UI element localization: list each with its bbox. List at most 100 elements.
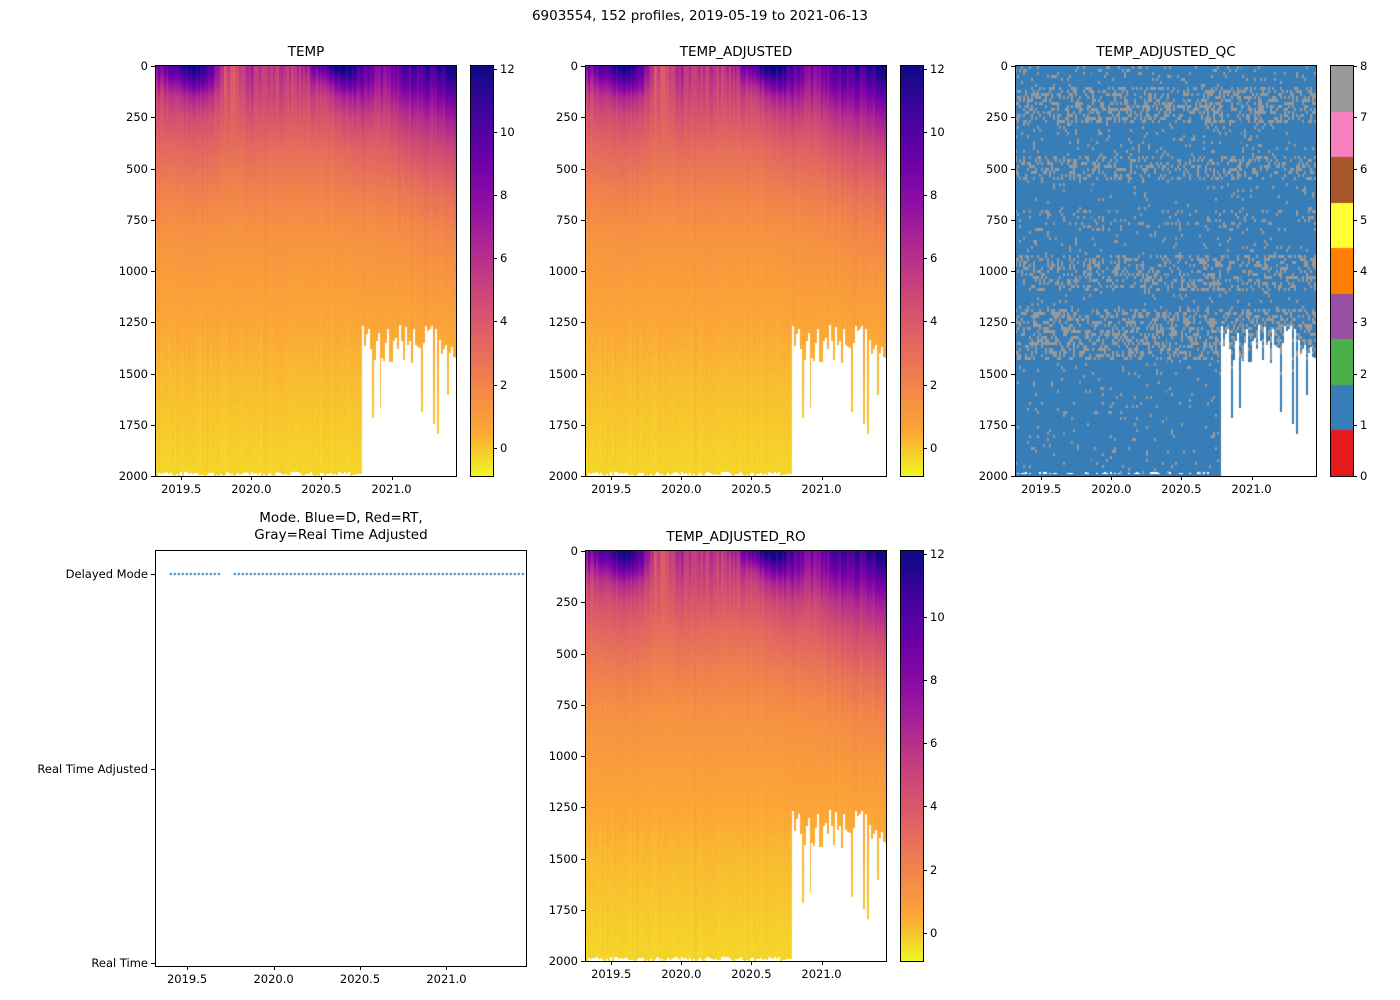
colorbar-tick-mark — [1353, 424, 1357, 426]
temp-adjusted-ro-heatmap-canvas — [586, 551, 886, 961]
y-tick-label: 250 — [556, 595, 578, 610]
x-tick-label: 2019.5 — [166, 972, 208, 986]
y-tick-mark — [581, 756, 585, 757]
colorbar-tick-mark — [493, 447, 497, 449]
y-tick-mark — [581, 909, 585, 911]
x-tick-label: 2021.0 — [801, 967, 842, 981]
panel-temp-adjusted-qc: TEMP_ADJUSTED_QC 2019.5 2020.0 2020.5 2021.… — [979, 44, 1317, 496]
colorbar-tick-mark — [923, 447, 927, 449]
y-tick-mark — [151, 168, 155, 170]
panel-temp-adjusted-qc-title: TEMP_ADJUSTED_QC — [1096, 44, 1236, 60]
panel-mode-title-line1: Mode. Blue=D, Red=RT, — [259, 509, 423, 526]
x-tick-label: 2020.5 — [1161, 482, 1202, 496]
y-tick-label: Real Time Adjusted — [37, 761, 148, 776]
colorbar-tick-label: 8 — [930, 188, 938, 203]
panel-temp: TEMP 2019.5 2020.0 2020.5 2021.0 0 250 500 750 1… — [119, 44, 457, 496]
x-tick-mark — [187, 966, 189, 970]
colorbar-tick-mark — [493, 132, 497, 134]
x-tick-label: 2020.0 — [661, 967, 702, 981]
y-tick-label: 0 — [1000, 59, 1008, 73]
y-tick-mark — [581, 858, 585, 860]
colorbar-tick-mark — [923, 680, 927, 682]
x-tick-mark — [751, 961, 753, 965]
y-tick-mark — [151, 66, 155, 67]
panel-mode: Mode. Blue=D, Red=RT, Gray=Real Time Adj… — [37, 510, 527, 986]
temp-adjusted-heatmap-canvas — [586, 66, 886, 476]
x-tick-label: 2021.0 — [1231, 482, 1272, 496]
y-tick-label: 2000 — [118, 469, 148, 483]
y-tick-label: 1250 — [548, 315, 578, 330]
y-tick-label: 250 — [556, 110, 578, 125]
panel-temp-title: TEMP — [287, 44, 325, 60]
y-tick-label: 1500 — [978, 366, 1008, 381]
colorbar-temp-canvas — [471, 66, 493, 476]
y-tick-mark — [1011, 373, 1015, 375]
y-tick-label: 750 — [126, 212, 148, 227]
colorbar-temp: 0 2 4 6 8 10 12 — [470, 62, 515, 477]
x-tick-mark — [751, 476, 753, 480]
y-tick-label: 1500 — [548, 366, 578, 381]
y-tick-mark — [1011, 271, 1015, 272]
colorbar-tick-label: 7 — [1360, 110, 1368, 125]
colorbar-tick-label: 1 — [1360, 417, 1368, 432]
y-tick-label: 0 — [570, 544, 578, 558]
x-tick-mark — [1181, 476, 1183, 480]
colorbar-tick-mark — [493, 258, 497, 260]
x-tick-label: 2019.5 — [1021, 482, 1062, 496]
y-tick-label: 250 — [986, 110, 1008, 125]
y-tick-label: 500 — [556, 161, 578, 176]
y-tick-mark — [1011, 117, 1015, 119]
y-tick-label: 1000 — [118, 264, 148, 278]
panel-mode-title: Mode. Blue=D, Red=RT, Gray=Real Time Adj… — [156, 510, 526, 545]
x-tick-label: 2019.5 — [591, 482, 632, 496]
colorbar-temp-adjusted: 0 2 4 6 8 10 12 — [900, 62, 945, 477]
y-tick-label: 0 — [140, 59, 148, 73]
y-tick-label: 1500 — [118, 366, 148, 381]
x-tick-label: 2020.0 — [253, 972, 294, 986]
x-tick-label: 2020.5 — [731, 967, 772, 981]
x-tick-mark — [273, 966, 275, 970]
y-tick-label: 1000 — [548, 264, 578, 278]
colorbar-tick-label: 6 — [1360, 161, 1368, 176]
x-tick-mark — [251, 476, 253, 480]
x-tick-label: 2021.0 — [801, 482, 842, 496]
y-tick-mark — [151, 476, 155, 477]
y-tick-mark — [581, 551, 585, 552]
y-tick-mark — [151, 373, 155, 375]
y-tick-label: 1000 — [978, 264, 1008, 278]
y-tick-label: 500 — [556, 646, 578, 661]
mode-line-canvas — [156, 551, 526, 966]
y-tick-mark — [581, 807, 585, 809]
y-tick-mark — [581, 168, 585, 170]
x-tick-label: 2019.5 — [161, 482, 202, 496]
x-tick-mark — [321, 476, 323, 480]
y-tick-label: 500 — [126, 161, 148, 176]
y-tick-mark — [581, 961, 585, 962]
x-tick-mark — [181, 476, 183, 480]
y-tick-label: 1750 — [548, 902, 578, 917]
y-tick-label: 500 — [986, 161, 1008, 176]
colorbar-tick-label: 12 — [930, 547, 945, 562]
colorbar-tick-label: 0 — [930, 440, 938, 455]
y-tick-mark — [581, 322, 585, 324]
y-tick-label: 250 — [126, 110, 148, 125]
y-tick-label: 2000 — [548, 469, 578, 483]
y-tick-mark — [1011, 219, 1015, 221]
colorbar-tick-label: 4 — [500, 314, 508, 329]
colorbar-tick-mark — [923, 554, 927, 556]
colorbar-tick-label: 8 — [930, 673, 938, 688]
colorbar-tick-label: 6 — [930, 736, 938, 751]
colorbar-tick-mark — [923, 132, 927, 134]
colorbar-tick-mark — [923, 806, 927, 808]
colorbar-tick-label: 2 — [1360, 366, 1368, 381]
x-tick-label: 2021.0 — [426, 972, 467, 986]
colorbar-tick-mark — [493, 69, 497, 71]
y-tick-label: 750 — [986, 212, 1008, 227]
x-tick-mark — [611, 961, 613, 965]
y-tick-mark — [1011, 322, 1015, 324]
colorbar-tick-mark — [923, 384, 927, 386]
y-tick-label: 1500 — [548, 851, 578, 866]
y-tick-mark — [581, 704, 585, 706]
colorbar-temp-adjusted-canvas — [901, 66, 923, 476]
colorbar-tick-label: 4 — [1360, 264, 1368, 278]
